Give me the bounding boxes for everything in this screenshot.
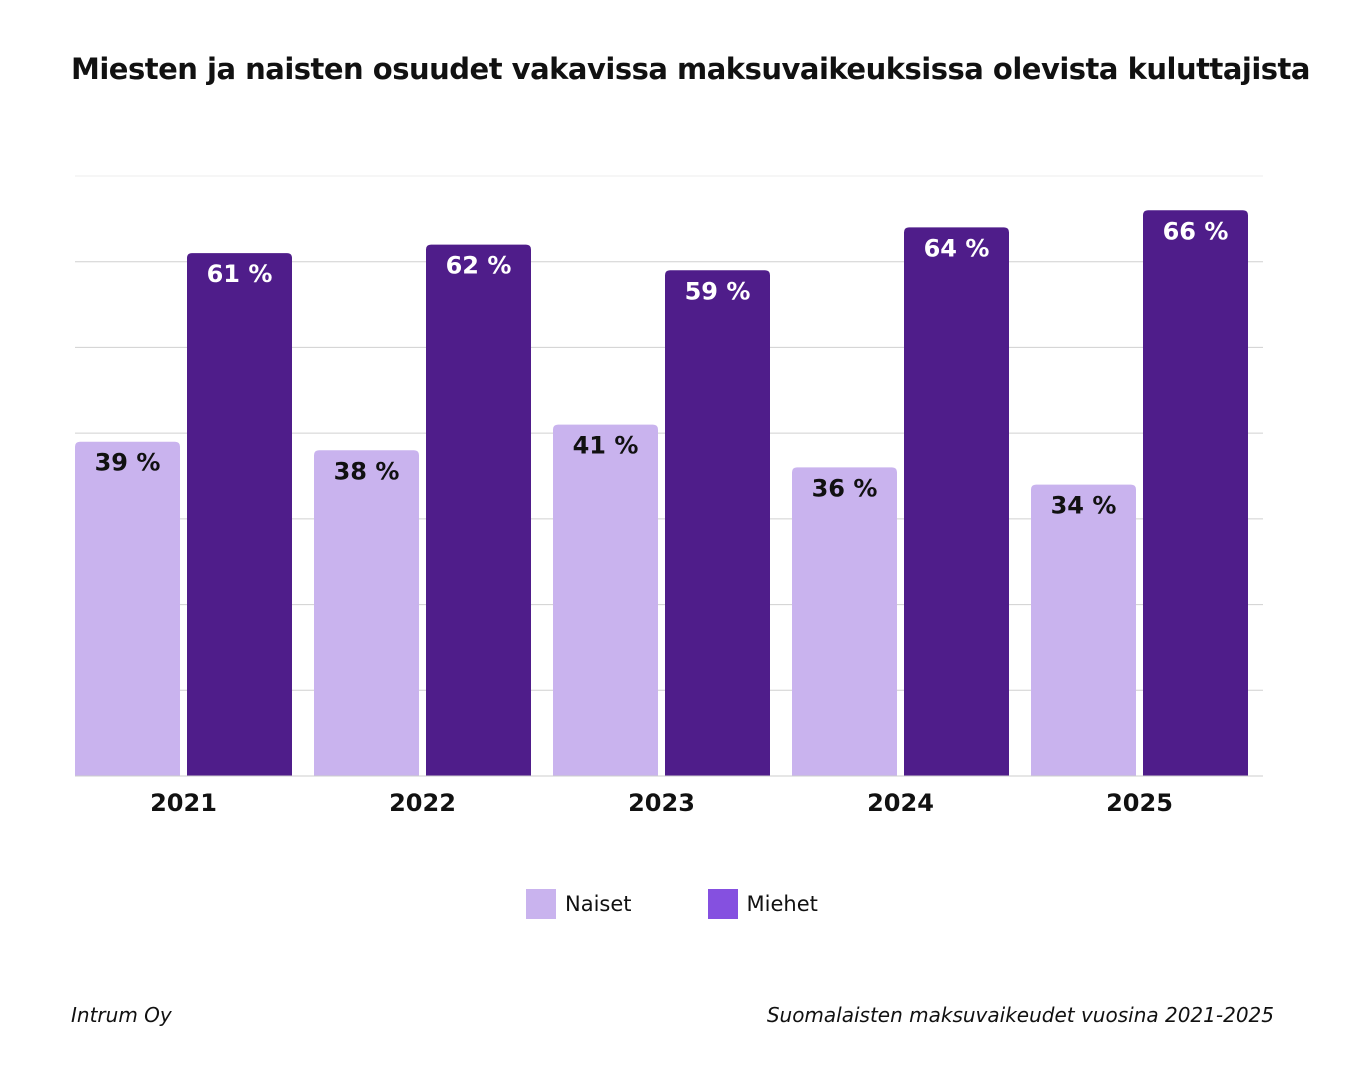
bar-miehet [665,270,770,776]
data-label: 38 % [334,457,400,485]
legend-swatch-naiset [526,889,556,919]
data-label: 41 % [573,432,639,460]
legend-swatch-miehet [707,889,738,919]
x-tick-label: 2024 [867,789,934,817]
footer-note: Suomalaisten maksuvaikeudet vuosina 2021… [766,1003,1274,1027]
data-label: 64 % [924,234,990,262]
data-label: 66 % [1163,217,1229,245]
bar-naiset [75,441,180,776]
legend-item-miehet: Miehet [707,889,818,919]
data-label: 62 % [446,252,512,280]
data-label: 39 % [95,449,161,477]
x-tick-label: 2023 [628,789,695,817]
bar-naiset [553,424,658,776]
bar-miehet [904,227,1009,776]
data-label: 36 % [812,474,878,502]
legend-item-naiset: Naiset [526,889,632,919]
bar-naiset [1031,484,1136,776]
legend-label-naiset: Naiset [565,892,632,916]
bar-naiset [792,467,897,776]
footer-source: Intrum Oy [71,1003,172,1027]
bar-miehet [187,253,292,777]
x-tick-label: 2022 [389,789,456,817]
legend: Naiset Miehet [526,889,818,919]
x-tick-label: 2021 [150,789,217,817]
data-label: 59 % [685,277,751,305]
bar-naiset [314,450,419,776]
bar-miehet [1143,210,1248,777]
data-label: 34 % [1051,492,1117,520]
bar-miehet [426,244,531,777]
x-tick-label: 2025 [1106,789,1173,817]
chart-title: Miesten ja naisten osuudet vakavissa mak… [71,52,1310,86]
data-label: 61 % [207,260,273,288]
legend-label-miehet: Miehet [746,892,818,916]
